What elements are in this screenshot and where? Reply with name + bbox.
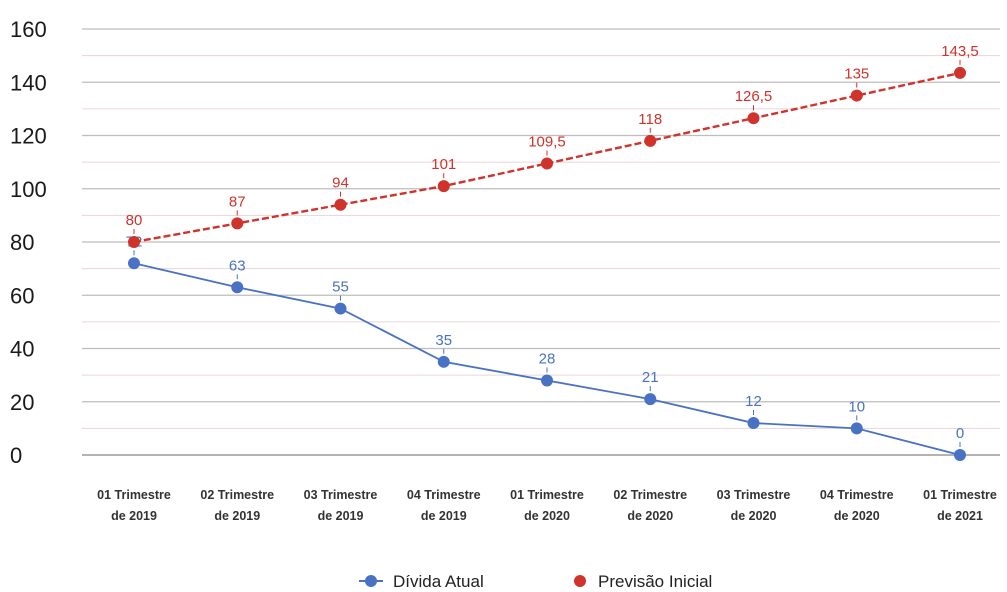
- y-tick-label: 40: [10, 337, 34, 362]
- data-label: 55: [332, 279, 349, 296]
- data-label: 21: [642, 369, 659, 386]
- data-point: [747, 112, 760, 125]
- y-tick-label: 80: [10, 230, 34, 255]
- legend-marker: [365, 575, 377, 587]
- legend: Dívida Atual Previsão Inicial: [359, 572, 712, 591]
- y-tick-label: 160: [10, 17, 47, 42]
- data-point: [850, 422, 863, 435]
- x-tick-label: 01 Trimestre de 2019: [97, 488, 171, 523]
- x-tick-label: 02 Trimestre de 2020: [613, 488, 687, 523]
- data-point: [334, 302, 347, 315]
- data-point: [128, 257, 140, 270]
- data-point: [644, 134, 657, 147]
- data-label: 63: [229, 257, 246, 274]
- y-tick-label: 140: [10, 70, 47, 95]
- data-label: 94: [332, 175, 349, 192]
- grid-lines: [82, 28, 1000, 456]
- x-tick-label: 01 Trimestre de 2020: [510, 488, 584, 523]
- x-tick-label: 02 Trimestre de 2019: [200, 488, 274, 523]
- data-point: [541, 157, 553, 170]
- data-point: [231, 281, 244, 294]
- legend-label: Dívida Atual: [393, 572, 484, 591]
- data-label: 35: [435, 332, 452, 349]
- x-tick-label: 03 Trimestre de 2019: [304, 488, 378, 523]
- y-tick-label: 60: [10, 283, 34, 308]
- data-point: [334, 198, 347, 211]
- data-point: [437, 180, 450, 193]
- data-label: 28: [539, 350, 556, 367]
- data-label: 87: [229, 193, 246, 210]
- data-label: 109,5: [528, 133, 566, 150]
- y-axis: 0 20 40 60 80 100 120 140 160: [10, 17, 47, 468]
- data-label: 126,5: [735, 88, 773, 105]
- data-point: [747, 417, 760, 430]
- y-tick-label: 120: [10, 124, 47, 149]
- x-tick-label: 01 Trimestre de 2021: [923, 488, 997, 523]
- data-label: 80: [126, 212, 143, 229]
- data-label: 118: [638, 111, 662, 128]
- data-point: [954, 449, 966, 461]
- y-tick-label: 0: [10, 443, 22, 468]
- data-point: [231, 217, 244, 230]
- legend-marker: [574, 575, 586, 587]
- data-point: [954, 66, 966, 79]
- x-axis: 01 Trimestre de 2019 02 Trimestre de 2019 03…: [97, 488, 997, 523]
- data-point: [128, 236, 140, 248]
- x-tick-label: 04 Trimestre de 2020: [820, 488, 894, 523]
- y-tick-label: 100: [10, 177, 47, 202]
- data-point: [437, 355, 450, 368]
- data-label: 12: [745, 393, 762, 410]
- x-tick-label: 03 Trimestre de 2020: [717, 488, 791, 523]
- x-tick-label: 04 Trimestre de 2019: [407, 488, 481, 523]
- data-label: 101: [431, 156, 456, 173]
- data-point: [644, 393, 657, 406]
- data-point: [541, 374, 553, 387]
- y-tick-label: 20: [10, 390, 34, 415]
- data-label: 10: [848, 398, 865, 415]
- legend-label: Previsão Inicial: [598, 572, 712, 591]
- data-label: 135: [844, 66, 869, 83]
- data-label: 143,5: [941, 43, 979, 60]
- data-label: 0: [956, 425, 964, 442]
- data-point: [850, 89, 863, 102]
- series-layer: 72635535282112100808794101109,5118126,51…: [126, 43, 979, 461]
